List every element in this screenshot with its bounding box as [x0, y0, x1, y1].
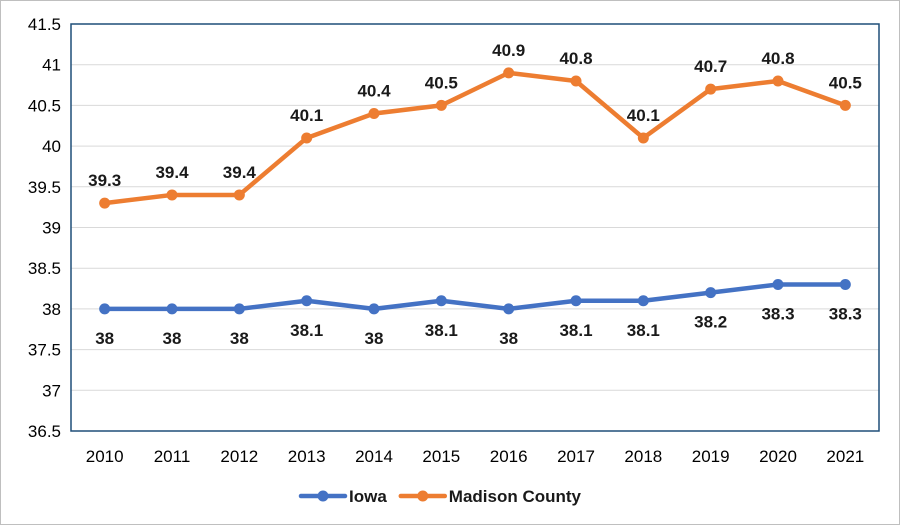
legend-marker-iowa	[317, 490, 329, 502]
x-tick-label: 2014	[355, 447, 393, 466]
data-point-madison-county	[637, 132, 649, 144]
y-tick-label: 40	[42, 137, 61, 156]
y-tick-label: 39.5	[28, 178, 61, 197]
data-point-madison-county	[301, 132, 313, 144]
data-point-iowa	[301, 295, 313, 307]
plot-border	[70, 23, 880, 432]
data-label-iowa: 38.1	[290, 321, 323, 340]
data-label-madison-county: 40.8	[761, 49, 794, 68]
y-tick-label: 37	[42, 381, 61, 400]
x-tick-label: 2012	[220, 447, 258, 466]
data-point-madison-county	[435, 99, 447, 111]
data-point-iowa	[772, 278, 784, 290]
series-line-iowa	[102, 282, 848, 312]
data-label-madison-county: 39.3	[88, 171, 121, 190]
x-tick-label: 2018	[624, 447, 662, 466]
y-tick-label: 41.5	[28, 15, 61, 34]
x-tick-label: 2021	[826, 447, 864, 466]
data-label-iowa: 38.3	[761, 304, 794, 323]
data-point-madison-county	[839, 99, 851, 111]
x-tick-label: 2013	[288, 447, 326, 466]
data-label-iowa: 38	[499, 329, 518, 348]
data-label-madison-county: 40.9	[492, 41, 525, 60]
data-label-madison-county: 40.1	[290, 106, 323, 125]
plot-area-border	[70, 23, 880, 432]
data-point-madison-county	[705, 83, 717, 95]
data-point-iowa	[166, 303, 178, 315]
data-point-madison-county	[233, 189, 245, 201]
legend-item-madison-county: Madison County	[398, 487, 582, 506]
data-label-iowa: 38.1	[425, 321, 458, 340]
data-label-iowa: 38.2	[694, 313, 727, 332]
data-point-iowa	[570, 295, 582, 307]
data-label-madison-county: 40.7	[694, 57, 727, 76]
data-point-madison-county	[503, 67, 515, 79]
y-axis-ticks: 36.5 37 37.5 38 38.5 39 39.5 40 40.5 41 41.5	[28, 15, 61, 441]
x-tick-label: 2015	[422, 447, 460, 466]
x-axis-ticks: 2010 2011 2012 2013 2014 2015 2016 2017 2018 2019…	[86, 447, 864, 466]
data-label-madison-county: 40.5	[829, 73, 862, 92]
x-tick-label: 2020	[759, 447, 797, 466]
data-label-iowa: 38	[95, 329, 114, 348]
data-point-madison-county	[368, 108, 380, 120]
x-tick-label: 2019	[692, 447, 730, 466]
y-tick-label: 39	[42, 219, 61, 238]
data-point-madison-county	[166, 189, 178, 201]
data-labels: 38 38 38 38.1 38 38.1 38 38.1 38.1 38.2 38.3 38.3 39…	[88, 41, 862, 348]
series-layer	[99, 67, 851, 315]
legend-label-madison-county: Madison County	[449, 487, 582, 506]
data-label-madison-county: 39.4	[223, 163, 257, 182]
data-label-iowa: 38.1	[627, 321, 660, 340]
data-point-iowa	[99, 303, 111, 315]
data-label-iowa: 38.3	[829, 304, 862, 323]
data-label-iowa: 38.1	[559, 321, 592, 340]
data-point-iowa	[435, 295, 447, 307]
data-point-iowa	[839, 278, 851, 290]
x-tick-label: 2017	[557, 447, 595, 466]
data-label-madison-county: 40.5	[425, 73, 458, 92]
data-point-iowa	[705, 287, 717, 299]
x-tick-label: 2011	[154, 447, 191, 466]
x-tick-label: 2010	[86, 447, 124, 466]
series-line-madison-county	[102, 70, 848, 206]
data-point-madison-county	[99, 197, 111, 209]
y-tick-label: 41	[42, 56, 61, 75]
y-tick-label: 38.5	[28, 259, 61, 278]
data-point-iowa	[637, 295, 649, 307]
data-label-madison-county: 40.1	[627, 106, 660, 125]
y-tick-label: 36.5	[28, 422, 61, 441]
legend-label-iowa: Iowa	[349, 487, 387, 506]
y-tick-label: 38	[42, 300, 61, 319]
data-label-iowa: 38	[365, 329, 384, 348]
data-point-madison-county	[772, 75, 784, 87]
legend: Iowa Madison County	[298, 487, 582, 506]
x-tick-label: 2016	[490, 447, 528, 466]
legend-marker-madison-county	[417, 490, 429, 502]
data-label-iowa: 38	[163, 329, 182, 348]
data-label-iowa: 38	[230, 329, 249, 348]
y-tick-label: 37.5	[28, 341, 61, 360]
data-label-madison-county: 39.4	[155, 163, 189, 182]
data-label-madison-county: 40.8	[559, 49, 592, 68]
data-point-madison-county	[570, 75, 582, 87]
data-point-iowa	[368, 303, 380, 315]
data-label-madison-county: 40.4	[357, 82, 391, 101]
data-point-iowa	[233, 303, 245, 315]
y-tick-label: 40.5	[28, 96, 61, 115]
legend-item-iowa: Iowa	[298, 487, 387, 506]
data-point-iowa	[503, 303, 515, 315]
